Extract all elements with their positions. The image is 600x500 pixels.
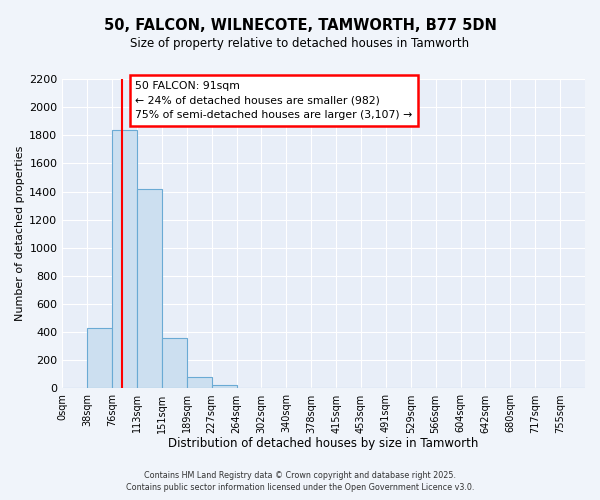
Text: Size of property relative to detached houses in Tamworth: Size of property relative to detached ho… bbox=[130, 38, 470, 51]
Text: Contains public sector information licensed under the Open Government Licence v3: Contains public sector information licen… bbox=[126, 484, 474, 492]
Bar bbox=[162, 338, 187, 388]
Bar bbox=[212, 385, 236, 388]
Text: Contains HM Land Registry data © Crown copyright and database right 2025.: Contains HM Land Registry data © Crown c… bbox=[144, 471, 456, 480]
Bar bbox=[112, 130, 137, 388]
Bar bbox=[137, 188, 162, 388]
Text: 50, FALCON, WILNECOTE, TAMWORTH, B77 5DN: 50, FALCON, WILNECOTE, TAMWORTH, B77 5DN bbox=[104, 18, 496, 32]
Text: 50 FALCON: 91sqm
← 24% of detached houses are smaller (982)
75% of semi-detached: 50 FALCON: 91sqm ← 24% of detached house… bbox=[136, 80, 413, 120]
X-axis label: Distribution of detached houses by size in Tamworth: Distribution of detached houses by size … bbox=[169, 437, 479, 450]
Bar bbox=[87, 328, 112, 388]
Bar bbox=[187, 377, 212, 388]
Y-axis label: Number of detached properties: Number of detached properties bbox=[15, 146, 25, 322]
